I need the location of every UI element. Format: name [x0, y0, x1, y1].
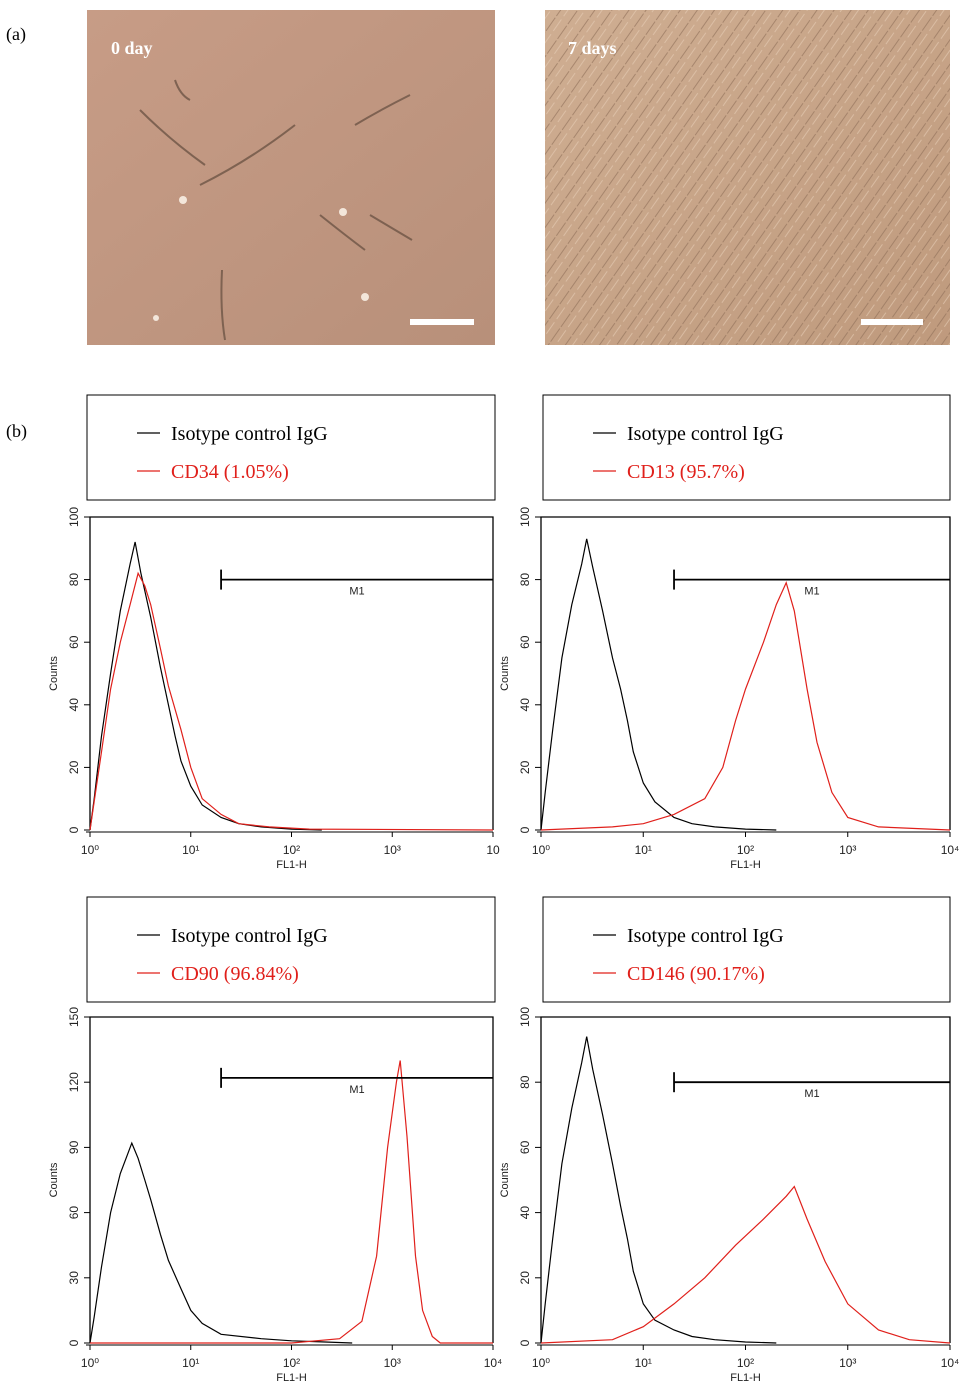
x-tick-label: 10⁰ [532, 1356, 550, 1370]
legend-label: CD90 (96.84%) [171, 963, 299, 985]
y-tick-label: 0 [67, 1339, 81, 1346]
y-axis-label: Counts [499, 1162, 511, 1197]
plot-frame [540, 516, 951, 830]
y-axis-label: Counts [48, 1162, 60, 1197]
y-tick-label: 40 [518, 698, 532, 712]
legend-label: CD13 (95.7%) [627, 461, 745, 483]
histogram-line [540, 1185, 951, 1344]
micrograph: 0 day [87, 10, 495, 345]
y-tick-label: 60 [518, 1140, 532, 1154]
y-tick-label: 0 [67, 826, 81, 833]
x-axis-label: FL1-H [276, 1372, 307, 1384]
panel-label: (b) [6, 421, 27, 442]
y-tick-label: 120 [67, 1072, 81, 1092]
y-tick-label: 0 [518, 826, 532, 833]
histogram-line [89, 541, 322, 831]
legend-box [542, 394, 951, 501]
legend-label: Isotype control IgG [171, 423, 328, 445]
y-tick-label: 100 [67, 507, 81, 527]
histogram-line [540, 580, 951, 831]
legend-label: CD146 (90.17%) [627, 963, 765, 985]
histogram-line [90, 1060, 493, 1344]
histogram-line [89, 571, 494, 831]
y-tick-label: 40 [518, 1206, 532, 1220]
y-tick-label: 40 [67, 698, 81, 712]
gate-label: M1 [349, 586, 364, 598]
y-tick-label: 60 [67, 1206, 81, 1220]
x-tick-label: 10² [737, 843, 754, 857]
histogram-line [540, 1036, 777, 1344]
plot-frame [89, 516, 494, 830]
legend-label: Isotype control IgG [171, 925, 328, 947]
image-label: 7 days [568, 38, 617, 58]
y-tick-label: 20 [518, 760, 532, 774]
x-tick-label: 10 [486, 843, 500, 857]
legend-label: CD34 (1.05%) [171, 461, 289, 483]
x-tick-label: 10³ [839, 1356, 856, 1370]
x-tick-label: 10⁴ [941, 1356, 960, 1370]
histogram-line [89, 1141, 353, 1344]
x-axis-label: FL1-H [730, 1372, 761, 1384]
charts: Isotype control IgG CD34 (1.05%) 0 20 40 60 80… [48, 394, 960, 1384]
y-tick-label: 80 [518, 1075, 532, 1089]
x-tick-label: 10⁴ [484, 1356, 503, 1370]
x-tick-label: 10¹ [635, 1356, 652, 1370]
x-tick-label: 10² [283, 1356, 300, 1370]
x-tick-label: 10¹ [182, 843, 199, 857]
y-tick-label: 20 [518, 1271, 532, 1285]
y-tick-label: 80 [518, 573, 532, 587]
legend-box [86, 896, 496, 1003]
legend-label: Isotype control IgG [627, 423, 784, 445]
y-axis-label: Counts [48, 656, 60, 691]
y-tick-label: 0 [518, 1339, 532, 1346]
x-tick-label: 10⁰ [532, 843, 550, 857]
histogram-line [540, 538, 777, 831]
plot-frame [89, 1016, 494, 1343]
x-tick-label: 10² [737, 1356, 754, 1370]
x-tick-label: 10³ [384, 843, 401, 857]
y-tick-label: 100 [518, 507, 532, 527]
legend-box [542, 896, 951, 1003]
plot-frame [540, 1016, 951, 1343]
x-tick-label: 10¹ [635, 843, 652, 857]
y-tick-label: 90 [67, 1140, 81, 1154]
y-tick-label: 60 [518, 635, 532, 649]
image-label: 0 day [111, 38, 153, 58]
gate-label: M1 [804, 1088, 819, 1100]
x-axis-label: FL1-H [276, 859, 307, 871]
x-tick-label: 10² [283, 843, 300, 857]
gate-label: M1 [804, 586, 819, 598]
x-tick-label: 10¹ [182, 1356, 199, 1370]
x-tick-label: 10³ [384, 1356, 401, 1370]
x-tick-label: 10⁰ [81, 1356, 99, 1370]
y-axis-label: Counts [499, 656, 511, 691]
y-tick-label: 60 [67, 635, 81, 649]
micrograph: 7 days [545, 10, 950, 345]
x-tick-label: 10⁰ [81, 843, 99, 857]
y-tick-label: 100 [518, 1007, 532, 1027]
legend-label: Isotype control IgG [627, 925, 784, 947]
x-tick-label: 10⁴ [941, 843, 960, 857]
x-axis-label: FL1-H [730, 859, 761, 871]
panel-label: (a) [6, 24, 26, 45]
gate-label: M1 [349, 1084, 364, 1096]
y-tick-label: 30 [67, 1271, 81, 1285]
legend-box [86, 394, 496, 501]
y-tick-label: 20 [67, 760, 81, 774]
y-tick-label: 150 [67, 1007, 81, 1027]
x-tick-label: 10³ [839, 843, 856, 857]
y-tick-label: 80 [67, 573, 81, 587]
